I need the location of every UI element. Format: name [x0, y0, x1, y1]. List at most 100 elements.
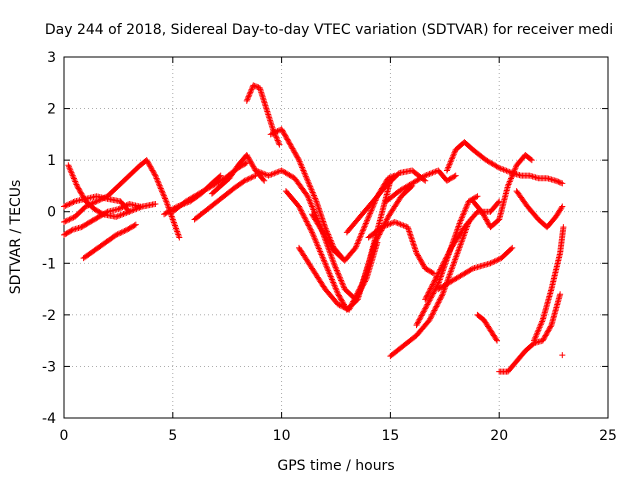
data-point: [157, 184, 164, 191]
data-point: [288, 144, 295, 151]
data-point: [427, 285, 434, 292]
data-point: [335, 271, 342, 278]
data-point: [273, 134, 280, 141]
data-point: [444, 251, 451, 258]
data-point: [364, 216, 371, 223]
data-point: [69, 172, 76, 179]
data-point: [245, 93, 252, 100]
data-point: [449, 154, 456, 161]
data-point: [414, 319, 421, 326]
data-point: [255, 168, 262, 175]
data-point: [307, 199, 314, 206]
data-point: [450, 152, 457, 159]
data-point: [147, 163, 154, 170]
data-point: [454, 226, 461, 233]
data-point: [508, 245, 515, 252]
data-point: [492, 257, 499, 264]
data-point: [447, 158, 454, 165]
data-point: [463, 202, 470, 209]
data-point: [440, 261, 447, 268]
data-point: [421, 307, 428, 314]
data-point: [319, 252, 326, 259]
data-point: [441, 258, 448, 265]
data-point: [446, 248, 453, 255]
data-point: [295, 155, 302, 162]
data-point: [333, 267, 340, 274]
data-point: [355, 239, 362, 246]
data-point: [483, 217, 490, 224]
data-point: [428, 293, 435, 300]
data-series: [191, 172, 259, 223]
data-point: [321, 258, 328, 265]
y-tick-label: -1: [42, 256, 56, 272]
data-point: [312, 195, 319, 202]
data-point: [317, 249, 324, 256]
data-point: [351, 295, 358, 302]
data-point: [320, 257, 327, 264]
data-point: [527, 156, 534, 163]
data-point: [144, 158, 151, 165]
data-series: [80, 221, 139, 262]
data-point: [427, 314, 434, 321]
data-point: [364, 217, 371, 224]
data-point: [159, 188, 166, 195]
data-point: [74, 184, 81, 191]
data-point: [270, 130, 277, 137]
data-point: [353, 291, 360, 298]
x-tick-label: 10: [273, 428, 291, 444]
data-point: [429, 291, 436, 298]
data-point: [346, 305, 353, 312]
data-point: [429, 281, 436, 288]
data-point: [65, 201, 72, 208]
data-point: [114, 231, 121, 238]
data-point: [331, 282, 338, 289]
data-point: [82, 203, 89, 210]
data-point: [426, 288, 433, 295]
data-point: [300, 167, 307, 174]
data-point: [298, 208, 305, 215]
data-point: [499, 166, 506, 173]
data-point: [400, 222, 407, 229]
data-point: [307, 200, 314, 207]
x-axis-title: GPS time / hours: [277, 458, 394, 474]
data-point: [246, 90, 253, 97]
data-point: [508, 174, 515, 181]
data-point: [337, 276, 344, 283]
data-point: [433, 274, 440, 281]
data-point: [300, 213, 307, 220]
data-point: [282, 132, 289, 139]
data-point: [433, 273, 440, 280]
data-point: [559, 203, 566, 210]
data-point: [424, 292, 431, 299]
data-point: [533, 331, 540, 338]
data-point: [247, 158, 254, 165]
data-point: [385, 221, 392, 228]
data-point: [464, 201, 471, 208]
data-point: [251, 82, 258, 89]
data-point: [72, 179, 79, 186]
data-point: [293, 153, 300, 160]
data-point: [244, 153, 251, 160]
data-point: [307, 226, 314, 233]
data-point: [251, 173, 258, 180]
data-point: [311, 235, 318, 242]
data-point: [436, 296, 443, 303]
data-point: [329, 277, 336, 284]
data-point: [117, 212, 124, 219]
data-point: [70, 199, 77, 206]
data-point: [504, 168, 511, 175]
data-point: [69, 171, 76, 178]
data-point: [293, 151, 300, 158]
data-point: [160, 191, 167, 198]
data-point: [152, 200, 159, 207]
data-point: [534, 330, 541, 337]
data-point: [300, 168, 307, 175]
data-point: [416, 255, 423, 262]
data-point: [69, 199, 76, 206]
data-point: [430, 308, 437, 315]
data-point: [338, 296, 345, 303]
data-point: [422, 295, 429, 302]
data-point: [387, 220, 394, 227]
data-point: [531, 336, 538, 343]
data-point: [336, 273, 343, 280]
